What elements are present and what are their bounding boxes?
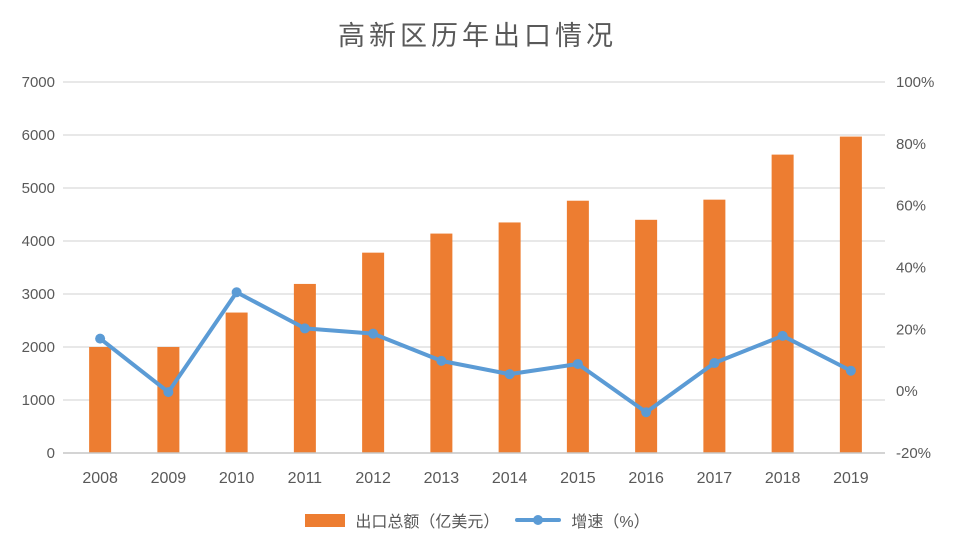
y-right-tick-label: 100% [896, 74, 934, 91]
x-tick-label-2016: 2016 [628, 470, 664, 487]
bar-2017 [703, 199, 726, 453]
bar-2012 [362, 252, 385, 453]
legend-label-growth: 增速（%） [571, 514, 650, 531]
growth-point-2017 [709, 358, 720, 369]
growth-point-2013 [436, 355, 447, 366]
x-tick-label-2009: 2009 [151, 470, 187, 487]
y-right-tick-label: -20% [896, 445, 931, 462]
x-tick-label-2019: 2019 [833, 470, 869, 487]
legend-line-swatch-icon [515, 515, 562, 525]
bar-2014 [498, 222, 521, 453]
x-tick-label-2008: 2008 [82, 470, 118, 487]
x-tick-label-2017: 2017 [697, 470, 733, 487]
growth-point-2018 [777, 330, 788, 341]
legend-item-exports: 出口总额（亿美元） [305, 508, 499, 532]
bar-2010 [225, 312, 248, 453]
x-tick-label-2015: 2015 [560, 470, 596, 487]
bar-2015 [566, 200, 589, 453]
legend-item-growth: 增速（%） [515, 508, 650, 532]
y-left-tick-label: 4000 [22, 233, 55, 250]
y-left-tick-label: 7000 [22, 74, 55, 91]
bar-2016 [635, 219, 658, 453]
legend-line-marker-icon [533, 515, 544, 525]
growth-point-2011 [299, 323, 310, 334]
growth-point-2019 [845, 365, 856, 376]
bar-2011 [293, 283, 316, 453]
growth-point-2014 [504, 369, 515, 380]
growth-point-2016 [641, 407, 652, 418]
growth-point-2012 [368, 328, 379, 339]
x-tick-label-2010: 2010 [219, 470, 255, 487]
growth-point-2008 [95, 333, 106, 344]
legend-bar-swatch-icon [305, 513, 346, 527]
y-left-tick-label: 2000 [22, 339, 55, 356]
bar-2009 [157, 347, 180, 453]
y-left-tick-label: 0 [47, 445, 55, 462]
bar-2019 [839, 136, 862, 453]
y-right-tick-label: 60% [896, 198, 926, 215]
y-right-tick-label: 20% [896, 321, 926, 338]
x-tick-label-2014: 2014 [492, 470, 528, 487]
growth-point-2009 [163, 387, 174, 398]
y-right-tick-label: 80% [896, 136, 926, 153]
x-tick-label-2013: 2013 [424, 470, 460, 487]
y-left-tick-label: 6000 [22, 127, 55, 144]
growth-line [98, 290, 853, 415]
y-left-tick-label: 1000 [22, 392, 55, 409]
x-tick-label-2011: 2011 [288, 470, 323, 487]
growth-point-2015 [572, 358, 583, 369]
x-tick-label-2012: 2012 [355, 470, 391, 487]
bar-2018 [771, 154, 794, 454]
legend-label-exports: 出口总额（亿美元） [355, 514, 500, 531]
y-right-tick-label: 0% [896, 383, 918, 400]
y-left-tick-label: 3000 [22, 286, 55, 303]
y-left-tick-label: 5000 [22, 180, 55, 197]
y-right-tick-label: 40% [896, 260, 926, 277]
chart-legend: 出口总额（亿美元） 增速（%） [0, 508, 955, 532]
chart-title: 高新区历年出口情况 [338, 21, 617, 51]
growth-point-2010 [231, 287, 242, 298]
bar-2013 [430, 233, 453, 453]
bar-2008 [89, 347, 112, 453]
x-tick-label-2018: 2018 [765, 470, 801, 487]
